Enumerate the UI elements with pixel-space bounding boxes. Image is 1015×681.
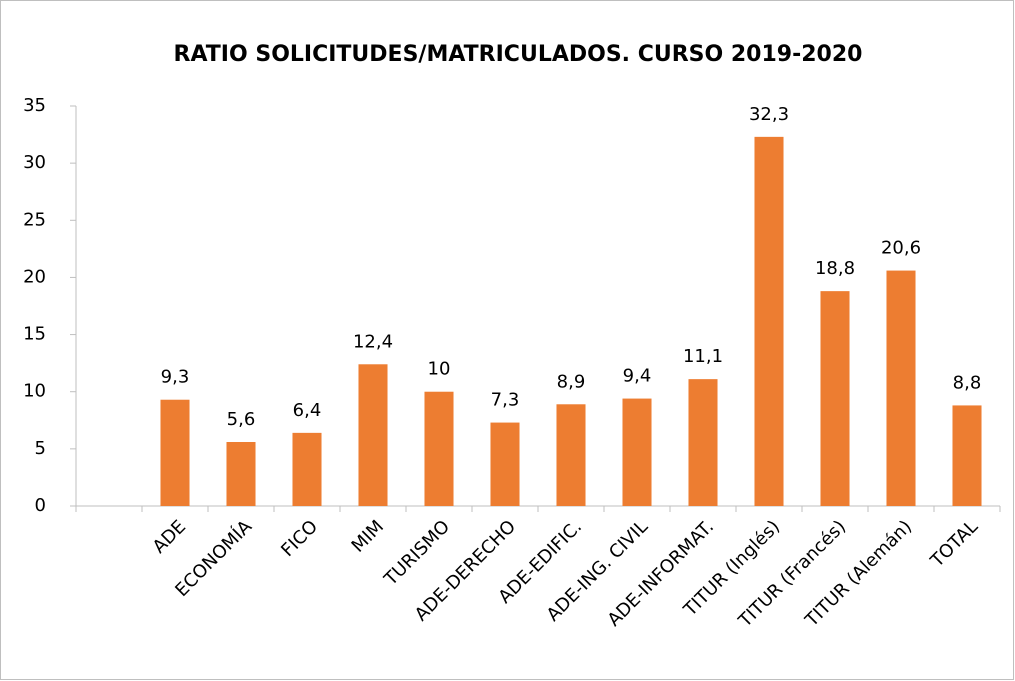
bar	[160, 399, 190, 506]
data-label: 18,8	[815, 258, 855, 279]
bar	[622, 398, 652, 506]
y-tick-label: 20	[23, 266, 46, 287]
data-label: 8,9	[557, 371, 586, 392]
data-label: 9,3	[161, 367, 190, 388]
y-tick-label: 25	[23, 209, 46, 230]
y-tick-label: 10	[23, 381, 46, 402]
data-label: 11,1	[683, 346, 723, 367]
bar	[754, 136, 784, 506]
bar	[358, 364, 388, 506]
data-label: 9,4	[623, 366, 652, 387]
data-label: 10	[428, 359, 451, 380]
data-label: 12,4	[353, 331, 393, 352]
data-label: 7,3	[491, 390, 520, 411]
bar	[292, 432, 322, 506]
bar	[952, 405, 982, 506]
bar	[886, 270, 916, 506]
y-tick-label: 30	[23, 152, 46, 173]
bar	[226, 442, 256, 506]
y-tick-label: 35	[23, 95, 46, 116]
data-label: 8,8	[953, 372, 982, 393]
bar	[688, 379, 718, 506]
data-label: 5,6	[227, 409, 256, 430]
bar	[424, 391, 454, 506]
bar	[820, 291, 850, 506]
bar	[490, 422, 520, 506]
data-label: 6,4	[293, 400, 322, 421]
y-tick-label: 0	[35, 495, 46, 516]
y-tick-label: 15	[23, 324, 46, 345]
bar	[556, 404, 586, 506]
data-label: 20,6	[881, 238, 921, 259]
chart-title: RATIO SOLICITUDES/MATRICULADOS. CURSO 20…	[174, 42, 863, 67]
y-tick-label: 5	[35, 438, 46, 459]
data-label: 32,3	[749, 104, 789, 125]
